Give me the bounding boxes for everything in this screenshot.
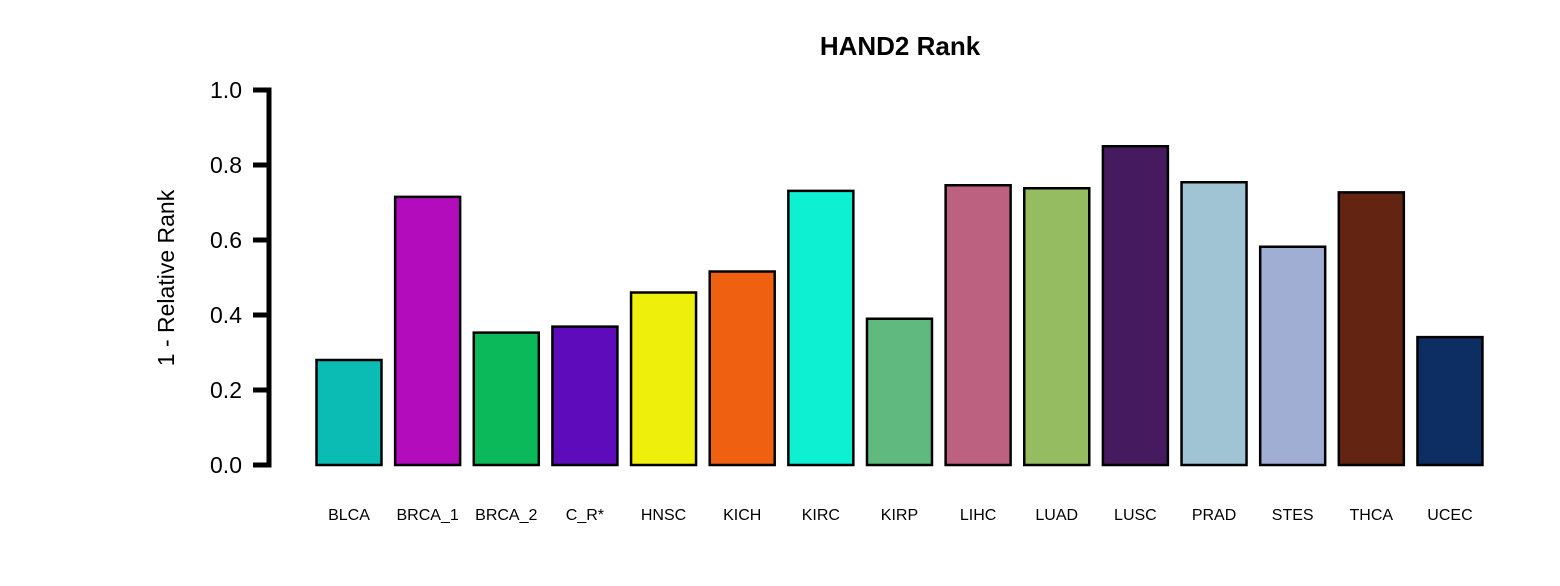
bar-blca bbox=[315, 358, 383, 467]
bar-brca-1 bbox=[393, 195, 462, 467]
bar-ucec bbox=[1416, 335, 1484, 467]
x-tick-label: BRCA_2 bbox=[475, 507, 537, 524]
x-tick-label: KIRP bbox=[881, 507, 918, 524]
bar-hnsc bbox=[629, 291, 698, 467]
x-tick-label: LUAD bbox=[1035, 507, 1078, 524]
bar-prad bbox=[1180, 181, 1248, 467]
x-tick-label: KIRC bbox=[802, 507, 840, 524]
x-tick-label: BRCA_1 bbox=[397, 507, 459, 524]
bar-thca bbox=[1337, 191, 1406, 467]
chart-title: HAND2 Rank bbox=[820, 31, 981, 61]
x-tick-label: BLCA bbox=[328, 507, 370, 524]
bar-kich bbox=[708, 270, 776, 467]
bar-lihc bbox=[944, 184, 1012, 467]
y-tick-label: 0.4 bbox=[210, 302, 242, 328]
x-tick-label: UCEC bbox=[1427, 507, 1472, 524]
bar-stes bbox=[1258, 245, 1327, 467]
bar-kirp bbox=[865, 317, 934, 467]
x-tick-label: HNSC bbox=[641, 507, 686, 524]
bar-kirc bbox=[787, 189, 855, 467]
y-tick-label: 1.0 bbox=[210, 77, 242, 103]
x-tick-label: KICH bbox=[723, 507, 761, 524]
y-axis: 0.0 0.2 0.4 0.6 0.8 1.0 bbox=[210, 77, 272, 478]
x-tick-label: LIHC bbox=[960, 507, 996, 524]
y-tick-label: 0.2 bbox=[210, 377, 242, 403]
y-tick-label: 0.0 bbox=[210, 452, 242, 478]
y-axis-label: 1 - Relative Rank bbox=[153, 189, 179, 366]
x-tick-label: THCA bbox=[1350, 507, 1394, 524]
y-tick-label: 0.6 bbox=[210, 227, 242, 253]
x-tick-label: PRAD bbox=[1192, 507, 1236, 524]
bars-group bbox=[315, 145, 1484, 467]
y-tick-label: 0.8 bbox=[210, 152, 242, 178]
x-tick-label: STES bbox=[1272, 507, 1314, 524]
x-tick-label: C_R* bbox=[566, 507, 604, 524]
x-tick-labels: BLCA BRCA_1 BRCA_2 C_R* HNSC KICH KIRC KIRP LIHC… bbox=[328, 507, 1473, 524]
bar-c-r bbox=[551, 325, 619, 467]
bar-brca-2 bbox=[472, 331, 541, 467]
bar-lusc bbox=[1101, 145, 1170, 467]
bar-luad bbox=[1023, 187, 1091, 467]
x-tick-label: LUSC bbox=[1114, 507, 1157, 524]
